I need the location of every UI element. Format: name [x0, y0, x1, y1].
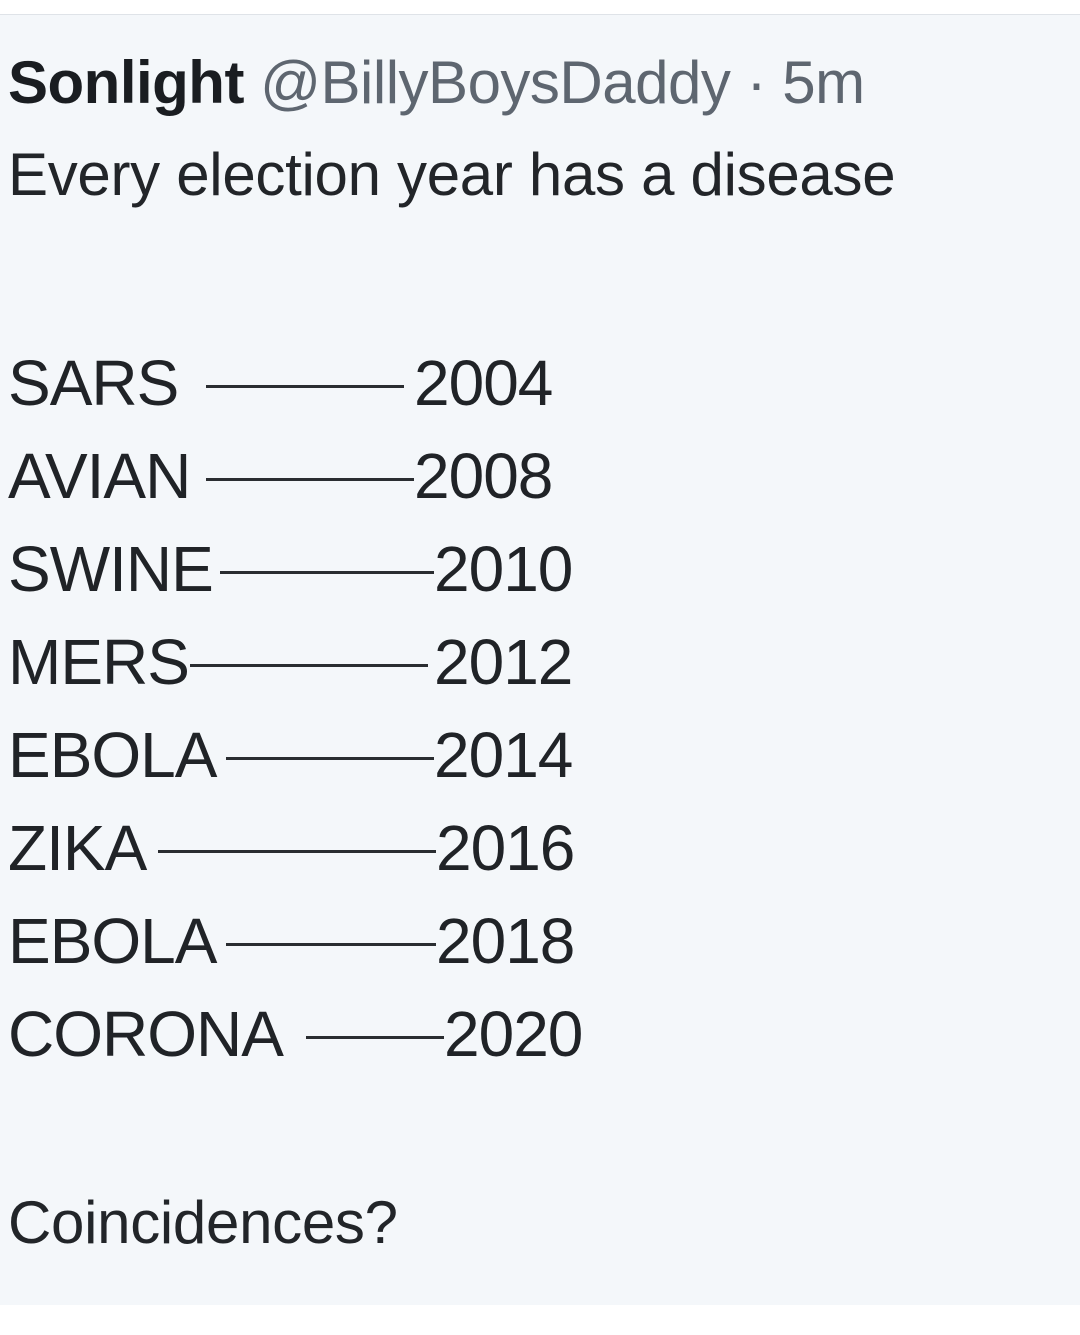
connector-line — [206, 478, 414, 481]
disease-name: AVIAN — [8, 440, 191, 512]
disease-name: SARS — [8, 347, 179, 419]
disease-year: 2010 — [434, 533, 573, 605]
disease-year: 2016 — [436, 812, 575, 884]
connector-line — [226, 943, 436, 946]
disease-name: EBOLA — [8, 905, 217, 977]
tweet-card[interactable]: Sonlight @BillyBoysDaddy · 5m Every elec… — [0, 14, 1080, 1305]
connector-line — [190, 664, 428, 667]
disease-year: 2014 — [434, 719, 573, 791]
disease-year: 2008 — [414, 440, 553, 512]
header-separator: · — [746, 49, 767, 116]
disease-year: 2020 — [444, 998, 583, 1070]
author-handle[interactable]: @BillyBoysDaddy — [260, 49, 731, 116]
tweet-intro-text: Every election year has a disease — [8, 141, 896, 208]
disease-year-list: SARS 2004 AVIAN 2008 SWINE 2010 MERS 201… — [8, 341, 708, 1085]
list-item: EBOLA 2018 — [8, 899, 708, 992]
list-item: CORONA 2020 — [8, 992, 708, 1085]
list-item: MERS 2012 — [8, 620, 708, 713]
disease-name: MERS — [8, 626, 190, 698]
tweet-timestamp[interactable]: 5m — [782, 49, 865, 116]
disease-year: 2004 — [414, 347, 553, 419]
tweet-closing-text: Coincidences? — [8, 1189, 398, 1256]
disease-year: 2012 — [434, 626, 573, 698]
disease-name: ZIKA — [8, 812, 147, 884]
connector-line — [206, 385, 404, 388]
tweet-header: Sonlight @BillyBoysDaddy · 5m — [8, 47, 865, 119]
disease-name: SWINE — [8, 533, 214, 605]
list-item: ZIKA 2016 — [8, 806, 708, 899]
author-name[interactable]: Sonlight — [8, 49, 244, 116]
list-item: SWINE 2010 — [8, 527, 708, 620]
connector-line — [158, 850, 436, 853]
disease-name: CORONA — [8, 998, 284, 1070]
list-item: AVIAN 2008 — [8, 434, 708, 527]
connector-line — [220, 571, 434, 574]
list-item: SARS 2004 — [8, 341, 708, 434]
list-item: EBOLA 2014 — [8, 713, 708, 806]
disease-year: 2018 — [436, 905, 575, 977]
connector-line — [306, 1036, 444, 1039]
disease-name: EBOLA — [8, 719, 217, 791]
connector-line — [226, 757, 434, 760]
